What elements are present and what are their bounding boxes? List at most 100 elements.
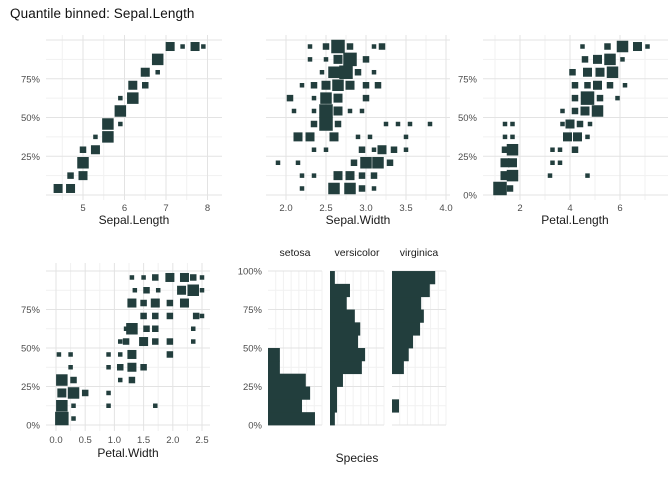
count-square bbox=[311, 147, 317, 152]
count-square bbox=[386, 159, 394, 167]
count-square bbox=[152, 274, 159, 281]
count-square bbox=[506, 169, 519, 182]
count-square bbox=[328, 66, 340, 78]
count-square bbox=[358, 172, 366, 179]
count-square bbox=[581, 56, 589, 63]
count-square bbox=[192, 312, 200, 320]
count-square bbox=[370, 172, 378, 179]
quantile-bar bbox=[392, 322, 421, 336]
y-tick-label: 75% bbox=[458, 74, 478, 85]
count-square bbox=[576, 120, 584, 128]
quantile-bar bbox=[268, 399, 303, 413]
count-square bbox=[190, 326, 196, 331]
count-square bbox=[571, 94, 579, 102]
count-square bbox=[569, 68, 576, 76]
count-square bbox=[372, 157, 384, 169]
quantile-bar bbox=[330, 373, 343, 387]
y-tick-label: 75% bbox=[243, 305, 263, 316]
x-tick-label: 7 bbox=[163, 203, 168, 214]
count-square bbox=[329, 132, 339, 142]
count-square bbox=[310, 120, 318, 128]
count-square bbox=[286, 94, 294, 102]
count-square bbox=[320, 92, 332, 104]
count-square bbox=[358, 146, 366, 153]
count-square bbox=[593, 54, 602, 64]
y-tick-label: 50% bbox=[458, 113, 478, 124]
count-square bbox=[383, 121, 389, 127]
y-tick-label: 25% bbox=[458, 152, 478, 163]
count-square bbox=[584, 82, 591, 89]
count-square bbox=[371, 147, 377, 152]
count-square bbox=[323, 147, 329, 152]
species-column-versicolor: versicolor bbox=[330, 247, 385, 426]
count-square bbox=[345, 171, 355, 181]
count-square bbox=[620, 57, 625, 62]
count-square bbox=[333, 54, 343, 64]
count-square bbox=[346, 43, 354, 50]
count-square bbox=[606, 66, 619, 78]
count-square bbox=[323, 57, 329, 62]
count-square bbox=[332, 79, 344, 92]
y-tick-label: 50% bbox=[243, 344, 263, 355]
quantile-bar bbox=[392, 283, 430, 298]
count-square bbox=[321, 80, 331, 90]
count-square bbox=[127, 92, 139, 104]
quantile-bar bbox=[392, 271, 436, 285]
count-square bbox=[66, 183, 76, 193]
count-square bbox=[166, 299, 174, 307]
count-square bbox=[362, 56, 370, 63]
count-square bbox=[604, 43, 611, 50]
count-square bbox=[354, 68, 362, 76]
count-square bbox=[56, 352, 62, 357]
x-tick-label: 8 bbox=[205, 203, 210, 214]
x-axis-title: Species bbox=[336, 451, 379, 465]
count-square bbox=[53, 183, 63, 193]
species-column-setosa: setosa bbox=[268, 247, 323, 426]
quantile-bar bbox=[268, 373, 306, 387]
quantile-bar bbox=[330, 399, 338, 413]
count-square bbox=[622, 83, 628, 88]
facet-strip-label: versicolor bbox=[335, 247, 380, 259]
count-square bbox=[291, 108, 297, 114]
count-square bbox=[359, 108, 365, 114]
x-axis-title: Sepal.Width bbox=[326, 213, 391, 227]
y-tick-label: 0% bbox=[248, 421, 262, 432]
count-square bbox=[500, 171, 510, 181]
count-square bbox=[591, 105, 604, 117]
count-square bbox=[510, 121, 515, 127]
quantile-bar bbox=[330, 322, 361, 336]
count-square bbox=[153, 403, 158, 408]
count-square bbox=[311, 173, 317, 178]
count-square bbox=[152, 325, 159, 332]
count-square bbox=[275, 160, 281, 166]
count-square bbox=[67, 172, 74, 179]
x-tick-label: 0.0 bbox=[49, 435, 62, 446]
count-square bbox=[68, 352, 73, 357]
x-tick-label: 3.5 bbox=[399, 203, 412, 214]
count-square bbox=[201, 44, 206, 49]
count-square bbox=[140, 67, 150, 77]
panel-sepal-length: 75% 50% 25% 5 6 7 8 Sepal.Length bbox=[21, 35, 222, 227]
count-square bbox=[117, 352, 123, 357]
count-square bbox=[165, 42, 175, 52]
count-square bbox=[362, 94, 370, 102]
x-tick-label: 2.5 bbox=[195, 435, 208, 446]
quantile-bar bbox=[330, 283, 350, 298]
panel-sepal-width: 2.0 2.5 3.0 3.5 4.0 Sepal.Width bbox=[266, 35, 453, 227]
count-square bbox=[550, 160, 555, 166]
count-square bbox=[189, 274, 197, 281]
quantile-bar bbox=[330, 412, 335, 426]
count-square bbox=[127, 362, 137, 372]
y-tick-label: 0% bbox=[26, 421, 40, 432]
x-tick-label: 3.0 bbox=[359, 203, 372, 214]
count-square bbox=[299, 173, 305, 178]
count-square bbox=[633, 42, 642, 52]
count-square bbox=[510, 134, 515, 140]
count-square bbox=[106, 352, 111, 357]
count-square bbox=[371, 44, 377, 49]
quantile-bar bbox=[392, 296, 422, 310]
count-square bbox=[77, 157, 89, 169]
count-square bbox=[70, 376, 77, 384]
count-square bbox=[102, 131, 114, 143]
count-square bbox=[126, 323, 138, 335]
